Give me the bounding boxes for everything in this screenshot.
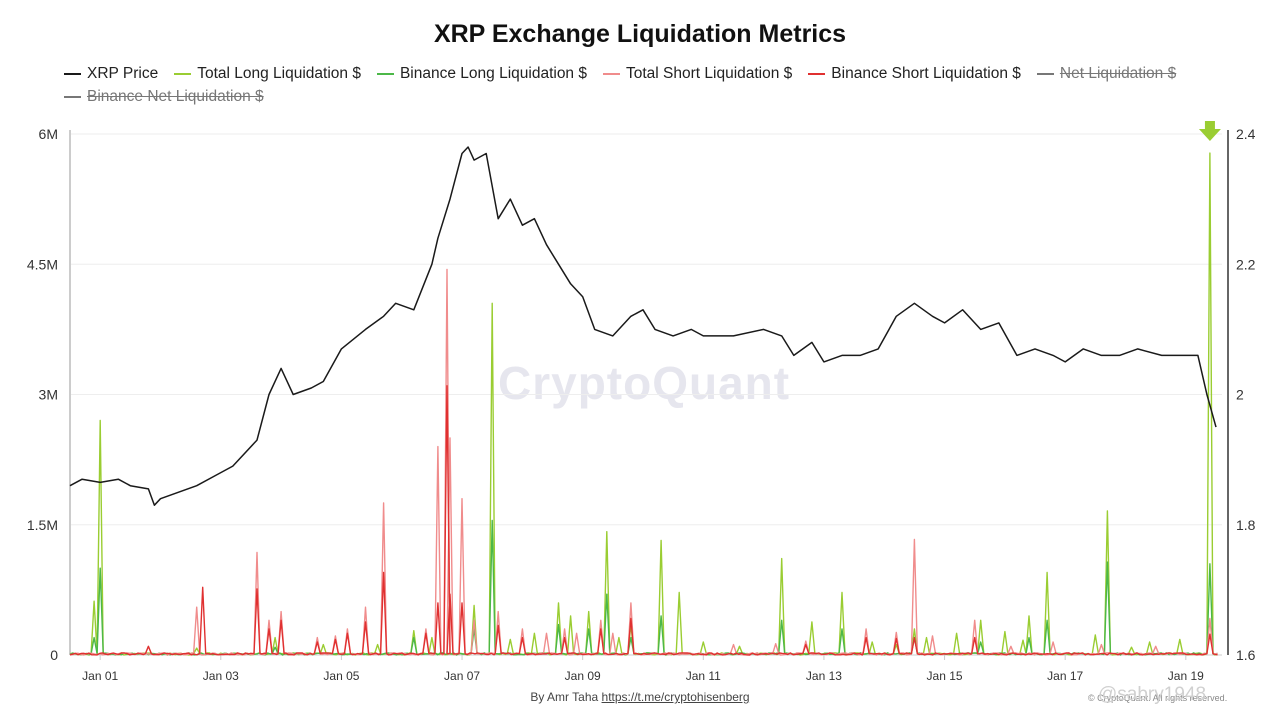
legend-item[interactable]: Total Short Liquidation $ [602, 64, 793, 85]
footer-link[interactable]: https://t.me/cryptohisenberg [601, 690, 750, 704]
legend-item[interactable]: Net Liquidation $ [1036, 64, 1177, 85]
legend-swatch [64, 73, 81, 75]
x-tick-label: Jan 19 [1168, 669, 1204, 683]
series-line-total-short-liquidation [69, 268, 1218, 656]
x-tick-label: Jan 13 [806, 669, 842, 683]
y-left-tick-label: 1.5M [27, 517, 58, 533]
x-tick-label: Jan 05 [323, 669, 359, 683]
series-line-total-long-liquidation [70, 152, 1218, 656]
footer: By Amr Taha https://t.me/cryptohisenberg [0, 690, 1280, 704]
overlay-handle: @sabry1948 [1098, 684, 1207, 705]
legend-item[interactable]: Total Long Liquidation $ [174, 64, 361, 85]
y-left-tick-label: 0 [50, 647, 58, 663]
y-left-tick-label: 3M [39, 387, 58, 403]
y-right-tick-label: 2 [1236, 387, 1244, 403]
legend-label: Total Short Liquidation $ [625, 65, 793, 82]
legend-label: Binance Long Liquidation $ [399, 65, 587, 82]
legend-swatch [1036, 73, 1054, 75]
watermark: CryptoQuant [498, 357, 791, 409]
x-tick-label: Jan 03 [203, 669, 239, 683]
x-tick-label: Jan 07 [444, 669, 480, 683]
chart-title: XRP Exchange Liquidation Metrics [433, 20, 847, 48]
y-left-tick-label: 6M [39, 126, 58, 142]
legend-item[interactable]: XRP Price [64, 64, 158, 85]
y-right-tick-label: 2.4 [1236, 126, 1256, 142]
x-tick-label: Jan 11 [686, 669, 721, 683]
y-right-tick-label: 1.8 [1236, 517, 1256, 533]
y-right-tick-label: 1.6 [1236, 647, 1256, 663]
legend-label: Binance Net Liquidation $ [87, 87, 264, 105]
legend-swatch [174, 73, 192, 75]
series-line-binance-short-liquidation [69, 385, 1218, 656]
y-left-tick-label: 4.5M [27, 256, 58, 272]
legend-swatch [602, 73, 620, 75]
series-line-binance-long-liquidation [69, 519, 1218, 656]
legend-label: XRP Price [87, 65, 159, 82]
legend-swatch [376, 73, 394, 75]
x-tick-label: Jan 01 [82, 669, 118, 683]
copyright-text: © CryptoQuant. All rights reserved. [1088, 693, 1228, 703]
footer-credit: By Amr Taha [530, 690, 599, 704]
legend-item[interactable]: Binance Net Liquidation $ [64, 86, 264, 107]
series-line-xrp-price [69, 146, 1217, 506]
x-tick-label: Jan 15 [927, 669, 963, 683]
legend: XRP Price Total Long Liquidation $ Binance… [64, 62, 1234, 107]
x-tick-label: Jan 17 [1047, 669, 1083, 683]
x-tick-label: Jan 09 [565, 669, 601, 683]
legend-label: Binance Short Liquidation $ [831, 65, 1021, 82]
legend-item[interactable]: Binance Short Liquidation $ [808, 64, 1021, 85]
down-arrow-icon [1198, 121, 1221, 141]
legend-label: Net Liquidation $ [1059, 65, 1177, 82]
legend-swatch [64, 95, 81, 98]
legend-label: Total Long Liquidation $ [197, 65, 361, 82]
y-right-tick-label: 2.2 [1236, 256, 1256, 272]
legend-swatch [808, 73, 826, 75]
legend-item[interactable]: Binance Long Liquidation $ [376, 64, 587, 85]
